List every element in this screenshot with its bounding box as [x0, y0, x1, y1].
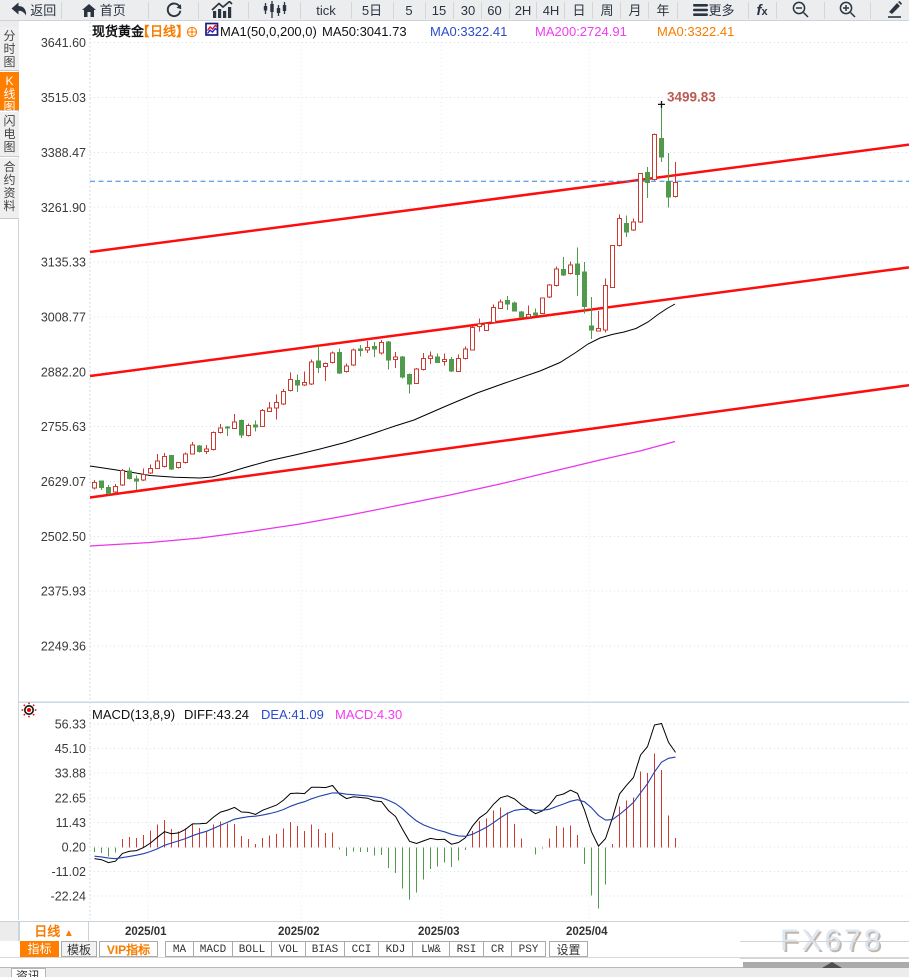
- svg-text:3261.90: 3261.90: [41, 201, 86, 215]
- svg-text:2375.93: 2375.93: [41, 585, 86, 599]
- svg-text:22.65: 22.65: [55, 791, 86, 805]
- svg-text:2882.20: 2882.20: [41, 365, 86, 379]
- svg-text:DIFF:43.24: DIFF:43.24: [184, 707, 249, 722]
- svg-text:56.33: 56.33: [55, 718, 86, 732]
- svg-text:11.43: 11.43: [56, 816, 86, 830]
- svg-text:】: 】: [176, 24, 189, 39]
- svg-text:3641.60: 3641.60: [41, 36, 86, 50]
- svg-text:-11.02: -11.02: [51, 865, 86, 879]
- svg-text:MA1(50,0,200,0): MA1(50,0,200,0): [220, 24, 317, 39]
- svg-text:45.10: 45.10: [55, 742, 86, 756]
- svg-text:0.20: 0.20: [62, 841, 86, 855]
- svg-text:3499.83: 3499.83: [667, 90, 716, 105]
- svg-text:3008.77: 3008.77: [41, 310, 86, 324]
- svg-text:MA0:3322.41: MA0:3322.41: [657, 24, 734, 39]
- svg-text:线: 线: [163, 24, 176, 39]
- svg-text:3388.47: 3388.47: [41, 146, 86, 160]
- svg-text:MACD(13,8,9): MACD(13,8,9): [92, 707, 175, 722]
- svg-text:DEA:41.09: DEA:41.09: [261, 707, 324, 722]
- svg-text:-22.24: -22.24: [51, 890, 86, 904]
- svg-text:2629.07: 2629.07: [41, 475, 86, 489]
- svg-text:MA200:2724.91: MA200:2724.91: [535, 24, 627, 39]
- svg-text:现货黄金: 现货黄金: [92, 24, 145, 39]
- svg-text:2502.50: 2502.50: [41, 530, 86, 544]
- svg-text:日: 日: [150, 24, 163, 39]
- svg-text:【: 【: [137, 24, 150, 39]
- svg-text:3515.03: 3515.03: [41, 91, 86, 105]
- svg-text:33.88: 33.88: [55, 767, 86, 781]
- svg-text:2755.63: 2755.63: [41, 420, 86, 434]
- svg-text:MA50:3041.73: MA50:3041.73: [322, 24, 407, 39]
- svg-text:2249.36: 2249.36: [41, 640, 86, 654]
- svg-text:MACD:4.30: MACD:4.30: [335, 707, 402, 722]
- svg-text:3135.33: 3135.33: [41, 256, 86, 270]
- svg-text:MA0:3322.41: MA0:3322.41: [430, 24, 507, 39]
